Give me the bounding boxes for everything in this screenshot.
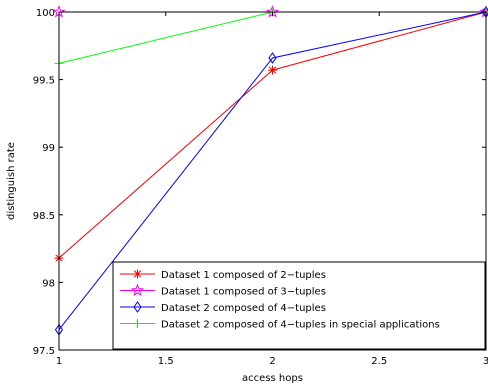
- legend-label: Dataset 2 composed of 4−tuples: [161, 303, 326, 314]
- legend-label: Dataset 1 composed of 2−tuples: [161, 270, 326, 281]
- legend: Dataset 1 composed of 2−tuples Dataset 1 …: [112, 261, 486, 350]
- x-tick-label: 2.5: [371, 356, 387, 367]
- x-tick-label: 3: [483, 356, 488, 367]
- x-tick-label: 2: [269, 356, 275, 367]
- series-1: [54, 7, 488, 263]
- legend-box: [112, 261, 486, 350]
- y-tick-label: 99.5: [33, 76, 55, 87]
- legend-item: Dataset 1 composed of 3−tuples: [120, 283, 326, 298]
- y-axis-label: distinguish rate: [6, 142, 17, 220]
- legend-marker: [130, 283, 145, 297]
- legend-marker: [133, 301, 142, 313]
- x-tick-label: 1.5: [158, 356, 174, 367]
- series-line: [58, 11, 486, 64]
- legend-label: Dataset 2 composed of 4−tuples in specia…: [161, 320, 440, 331]
- legend-item: Dataset 2 composed of 4−tuples in specia…: [120, 319, 440, 331]
- data-point: [268, 52, 277, 64]
- legend-marker: [133, 319, 142, 328]
- x-tick-label: 1: [56, 356, 62, 367]
- legend-label: Dataset 1 composed of 3−tuples: [161, 287, 326, 298]
- series-line: [58, 11, 487, 331]
- y-tick-label: 98: [42, 278, 55, 289]
- legend-item: Dataset 2 composed of 4−tuples: [120, 301, 326, 314]
- y-tick-label: 100: [36, 8, 55, 19]
- series-line: [58, 11, 487, 259]
- y-tick-label: 97.5: [33, 346, 55, 357]
- x-axis-label: access hops: [242, 373, 303, 384]
- legend-marker: [133, 269, 142, 279]
- y-tick-label: 99: [42, 143, 55, 154]
- y-tick-label: 98.5: [33, 211, 55, 222]
- legend-item: Dataset 1 composed of 2−tuples: [120, 269, 326, 281]
- data-point: [268, 65, 277, 75]
- series-2: [52, 5, 488, 18]
